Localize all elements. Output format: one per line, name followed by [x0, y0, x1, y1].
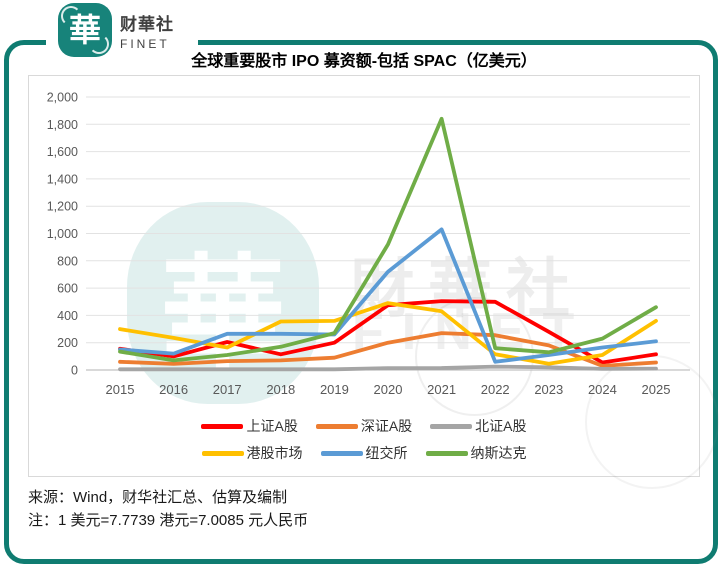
- y-axis-tick-label: 200: [57, 336, 78, 350]
- y-axis-tick-label: 1,400: [47, 172, 78, 186]
- y-axis-tick-label: 1,800: [47, 118, 78, 132]
- legend-item: 上证A股: [201, 416, 298, 436]
- x-axis-tick-label: 2024: [588, 382, 617, 397]
- legend-label: 北证A股: [475, 418, 527, 434]
- legend-label: 港股市场: [246, 445, 303, 461]
- legend-item: 北证A股: [430, 416, 527, 436]
- legend-item: 深证A股: [315, 416, 413, 436]
- seal-arc-decoration: [89, 34, 109, 54]
- y-axis-tick-label: 1,200: [47, 200, 78, 214]
- brand-border: [4, 40, 718, 564]
- fx-note: 注：1 美元=7.7739 港元=7.0085 元人民币: [28, 512, 309, 529]
- x-axis-tick-label: 2025: [642, 382, 671, 397]
- x-axis-tick-label: 2019: [320, 382, 349, 397]
- x-axis-tick-label: 2017: [213, 382, 242, 397]
- chart-title: 全球重要股市 IPO 募资额-包括 SPAC（亿美元）: [191, 53, 537, 70]
- legend-item: 港股市场: [201, 443, 303, 463]
- legend-label: 上证A股: [246, 418, 298, 434]
- x-axis-tick-label: 2020: [374, 382, 403, 397]
- y-axis-tick-label: 1,000: [47, 227, 78, 241]
- legend-line-sample: [430, 423, 473, 429]
- y-axis-tick-label: 1,600: [47, 145, 78, 159]
- seal-arc-decoration: [61, 6, 81, 26]
- x-axis-tick-label: 2023: [534, 382, 563, 397]
- brand-name-en: FINET: [120, 36, 170, 51]
- legend-line-sample: [201, 450, 244, 456]
- legend-item: 纽交所: [320, 443, 408, 463]
- x-axis-tick-label: 2018: [266, 382, 295, 397]
- legend-label: 深证A股: [360, 418, 413, 434]
- series-line: [118, 364, 658, 372]
- y-axis-tick-label: 400: [57, 309, 78, 323]
- x-axis-tick-label: 2015: [106, 382, 135, 397]
- ipo-line-chart: 0 200 400 600 800 1,000 1,200 1,400 1,600 1,800 2,…: [47, 91, 690, 397]
- series-line: [118, 227, 658, 364]
- legend-label: 纳斯达克: [470, 445, 527, 461]
- y-axis-tick-label: 0: [71, 364, 78, 378]
- legend-line-sample: [320, 450, 363, 456]
- x-axis-tick-label: 2022: [481, 382, 510, 397]
- brand-name-cn: 财華社: [120, 14, 174, 34]
- series-line: [118, 301, 658, 366]
- x-axis-tick-label: 2016: [159, 382, 188, 397]
- legend-line-sample: [315, 423, 358, 429]
- brand-name: 财華社 FINET: [120, 10, 174, 51]
- series-line: [118, 299, 658, 365]
- finet-logo: 華 财華社 FINET: [46, 0, 198, 60]
- series-line: [118, 116, 658, 363]
- y-axis-tick-label: 2,000: [47, 91, 78, 105]
- legend-label: 纽交所: [365, 445, 408, 461]
- legend-item: 纳斯达克: [425, 443, 527, 463]
- y-axis-tick-label: 600: [57, 282, 78, 296]
- y-axis-tick-label: 800: [57, 254, 78, 268]
- legend-line-sample: [201, 423, 244, 429]
- source-note: 来源：Wind，财华社汇总、估算及编制: [28, 489, 288, 506]
- x-axis-tick-label: 2021: [427, 382, 456, 397]
- finet-seal-icon: 華: [58, 3, 112, 57]
- chart-legend-row: 港股市场 纽交所 纳斯达克: [28, 443, 700, 463]
- chart-legend-row: 上证A股 深证A股 北证A股: [28, 416, 700, 436]
- legend-line-sample: [425, 450, 468, 456]
